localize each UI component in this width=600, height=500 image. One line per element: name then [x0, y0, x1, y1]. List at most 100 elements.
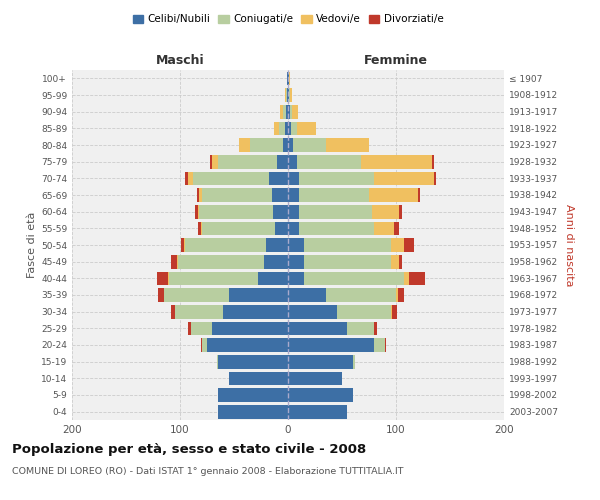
- Bar: [223, 305, 288, 318]
- Bar: [288, 88, 289, 102]
- Bar: [374, 222, 394, 235]
- Bar: [288, 388, 353, 402]
- Bar: [266, 238, 288, 252]
- Bar: [229, 372, 288, 385]
- Bar: [431, 155, 434, 168]
- Bar: [404, 238, 415, 252]
- Bar: [293, 138, 326, 152]
- Bar: [218, 388, 288, 402]
- Bar: [288, 138, 293, 152]
- Bar: [374, 322, 377, 335]
- Bar: [185, 238, 266, 252]
- Bar: [288, 322, 347, 335]
- Bar: [177, 255, 178, 268]
- Bar: [258, 272, 288, 285]
- Bar: [199, 222, 200, 235]
- Bar: [299, 205, 372, 218]
- Bar: [434, 172, 436, 185]
- Bar: [396, 288, 398, 302]
- Bar: [175, 305, 223, 318]
- Bar: [288, 272, 304, 285]
- Bar: [239, 138, 250, 152]
- Bar: [269, 172, 288, 185]
- Bar: [404, 272, 409, 285]
- Bar: [418, 188, 420, 202]
- Bar: [374, 172, 434, 185]
- Bar: [399, 255, 403, 268]
- Bar: [169, 272, 258, 285]
- Bar: [299, 222, 374, 235]
- Bar: [202, 188, 272, 202]
- Text: Femmine: Femmine: [364, 54, 428, 66]
- Bar: [212, 155, 218, 168]
- Bar: [199, 188, 202, 202]
- Bar: [273, 205, 288, 218]
- Bar: [202, 338, 207, 352]
- Bar: [394, 222, 399, 235]
- Bar: [264, 255, 288, 268]
- Bar: [283, 138, 288, 152]
- Bar: [288, 355, 353, 368]
- Bar: [288, 222, 299, 235]
- Bar: [391, 238, 404, 252]
- Legend: Celibi/Nubili, Coniugati/e, Vedovi/e, Divorziati/e: Celibi/Nubili, Coniugati/e, Vedovi/e, Di…: [128, 10, 448, 29]
- Bar: [296, 122, 316, 135]
- Bar: [172, 255, 177, 268]
- Bar: [288, 238, 304, 252]
- Bar: [164, 288, 229, 302]
- Bar: [326, 288, 396, 302]
- Bar: [288, 172, 299, 185]
- Bar: [197, 188, 199, 202]
- Bar: [299, 172, 374, 185]
- Bar: [157, 272, 168, 285]
- Bar: [288, 105, 290, 118]
- Bar: [193, 172, 269, 185]
- Bar: [288, 205, 299, 218]
- Bar: [369, 188, 418, 202]
- Bar: [283, 105, 286, 118]
- Bar: [285, 88, 286, 102]
- Bar: [272, 188, 288, 202]
- Bar: [286, 88, 287, 102]
- Bar: [212, 322, 288, 335]
- Bar: [399, 205, 403, 218]
- Bar: [398, 288, 404, 302]
- Bar: [158, 288, 164, 302]
- Bar: [202, 222, 275, 235]
- Bar: [288, 188, 299, 202]
- Bar: [290, 88, 292, 102]
- Bar: [292, 105, 298, 118]
- Bar: [288, 255, 304, 268]
- Bar: [374, 338, 385, 352]
- Bar: [299, 188, 369, 202]
- Bar: [285, 122, 288, 135]
- Bar: [184, 238, 185, 252]
- Y-axis label: Fasce di età: Fasce di età: [27, 212, 37, 278]
- Bar: [288, 405, 347, 418]
- Bar: [288, 72, 289, 85]
- Bar: [289, 88, 290, 102]
- Bar: [353, 355, 355, 368]
- Bar: [347, 322, 374, 335]
- Bar: [168, 272, 169, 285]
- Bar: [391, 305, 392, 318]
- Bar: [218, 155, 277, 168]
- Bar: [172, 305, 175, 318]
- Bar: [188, 322, 191, 335]
- Bar: [337, 305, 391, 318]
- Bar: [288, 122, 291, 135]
- Bar: [304, 255, 391, 268]
- Bar: [207, 338, 288, 352]
- Bar: [191, 322, 212, 335]
- Y-axis label: Anni di nascita: Anni di nascita: [563, 204, 574, 286]
- Bar: [200, 338, 202, 352]
- Bar: [280, 105, 283, 118]
- Bar: [181, 238, 184, 252]
- Bar: [288, 305, 337, 318]
- Bar: [229, 288, 288, 302]
- Bar: [287, 88, 288, 102]
- Bar: [289, 72, 290, 85]
- Bar: [280, 122, 285, 135]
- Text: Popolazione per età, sesso e stato civile - 2008: Popolazione per età, sesso e stato civil…: [12, 442, 366, 456]
- Bar: [361, 155, 431, 168]
